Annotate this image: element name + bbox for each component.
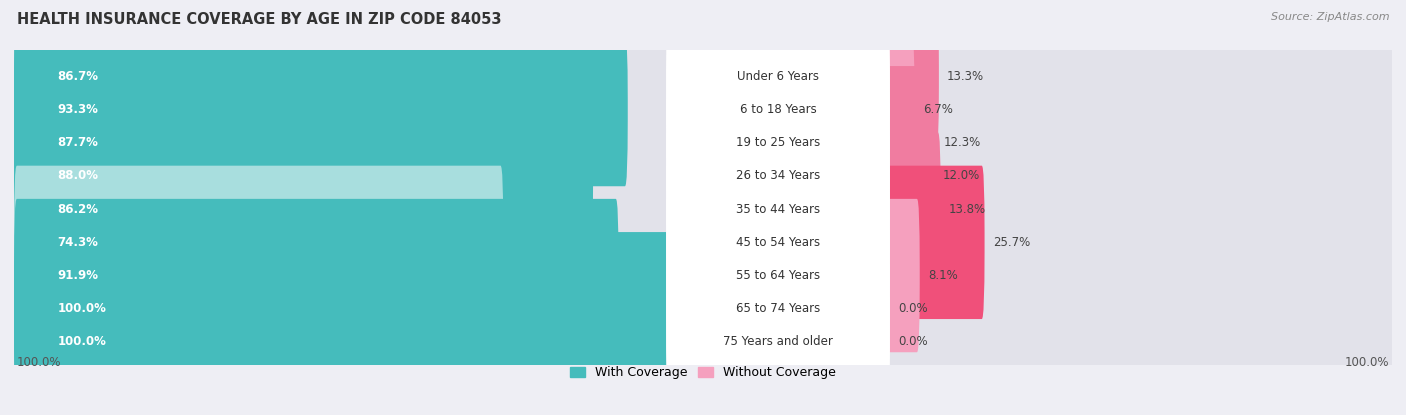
FancyBboxPatch shape xyxy=(666,1,890,152)
FancyBboxPatch shape xyxy=(884,199,920,352)
Text: 13.8%: 13.8% xyxy=(949,203,986,216)
FancyBboxPatch shape xyxy=(884,99,934,253)
FancyBboxPatch shape xyxy=(666,200,890,351)
Text: 26 to 34 Years: 26 to 34 Years xyxy=(735,169,820,183)
FancyBboxPatch shape xyxy=(13,63,1393,289)
FancyBboxPatch shape xyxy=(884,0,939,153)
Text: 55 to 64 Years: 55 to 64 Years xyxy=(735,269,820,282)
FancyBboxPatch shape xyxy=(13,96,1393,322)
FancyBboxPatch shape xyxy=(14,166,503,319)
Text: HEALTH INSURANCE COVERAGE BY AGE IN ZIP CODE 84053: HEALTH INSURANCE COVERAGE BY AGE IN ZIP … xyxy=(17,12,502,27)
FancyBboxPatch shape xyxy=(13,229,1393,415)
Text: 0.0%: 0.0% xyxy=(898,335,928,349)
Text: 88.0%: 88.0% xyxy=(58,169,98,183)
Text: 0.0%: 0.0% xyxy=(898,302,928,315)
FancyBboxPatch shape xyxy=(666,100,890,251)
FancyBboxPatch shape xyxy=(13,162,1393,389)
Text: 100.0%: 100.0% xyxy=(58,335,107,349)
Text: 6.7%: 6.7% xyxy=(922,103,953,116)
FancyBboxPatch shape xyxy=(14,99,593,253)
FancyBboxPatch shape xyxy=(884,166,984,319)
Text: 12.0%: 12.0% xyxy=(942,169,980,183)
Text: 74.3%: 74.3% xyxy=(58,236,98,249)
Text: Under 6 Years: Under 6 Years xyxy=(737,70,820,83)
Text: 91.9%: 91.9% xyxy=(58,269,98,282)
FancyBboxPatch shape xyxy=(884,66,935,220)
FancyBboxPatch shape xyxy=(884,33,914,186)
FancyBboxPatch shape xyxy=(14,199,619,352)
Text: 75 Years and older: 75 Years and older xyxy=(723,335,832,349)
Text: 19 to 25 Years: 19 to 25 Years xyxy=(735,136,820,149)
FancyBboxPatch shape xyxy=(13,0,1393,190)
Text: 100.0%: 100.0% xyxy=(58,302,107,315)
FancyBboxPatch shape xyxy=(666,167,890,318)
Text: 25.7%: 25.7% xyxy=(993,236,1031,249)
FancyBboxPatch shape xyxy=(14,66,591,220)
Text: 12.3%: 12.3% xyxy=(943,136,980,149)
Text: 86.2%: 86.2% xyxy=(58,203,98,216)
FancyBboxPatch shape xyxy=(14,132,581,286)
Text: 100.0%: 100.0% xyxy=(1344,356,1389,369)
FancyBboxPatch shape xyxy=(13,29,1393,256)
FancyBboxPatch shape xyxy=(14,232,672,386)
Legend: With Coverage, Without Coverage: With Coverage, Without Coverage xyxy=(565,361,841,384)
FancyBboxPatch shape xyxy=(666,67,890,218)
Text: 35 to 44 Years: 35 to 44 Years xyxy=(735,203,820,216)
Text: 6 to 18 Years: 6 to 18 Years xyxy=(740,103,817,116)
FancyBboxPatch shape xyxy=(666,34,890,185)
FancyBboxPatch shape xyxy=(884,132,941,286)
Text: Source: ZipAtlas.com: Source: ZipAtlas.com xyxy=(1271,12,1389,22)
FancyBboxPatch shape xyxy=(13,0,1393,223)
FancyBboxPatch shape xyxy=(14,265,672,415)
Text: 45 to 54 Years: 45 to 54 Years xyxy=(735,236,820,249)
Text: 93.3%: 93.3% xyxy=(58,103,98,116)
FancyBboxPatch shape xyxy=(14,0,585,153)
FancyBboxPatch shape xyxy=(666,134,890,285)
FancyBboxPatch shape xyxy=(13,195,1393,415)
FancyBboxPatch shape xyxy=(14,33,627,186)
Text: 13.3%: 13.3% xyxy=(948,70,984,83)
FancyBboxPatch shape xyxy=(666,233,890,384)
Text: 100.0%: 100.0% xyxy=(17,356,62,369)
Text: 87.7%: 87.7% xyxy=(58,136,98,149)
Text: 8.1%: 8.1% xyxy=(928,269,957,282)
FancyBboxPatch shape xyxy=(13,129,1393,356)
FancyBboxPatch shape xyxy=(666,266,890,415)
Text: 65 to 74 Years: 65 to 74 Years xyxy=(735,302,820,315)
Text: 86.7%: 86.7% xyxy=(58,70,98,83)
